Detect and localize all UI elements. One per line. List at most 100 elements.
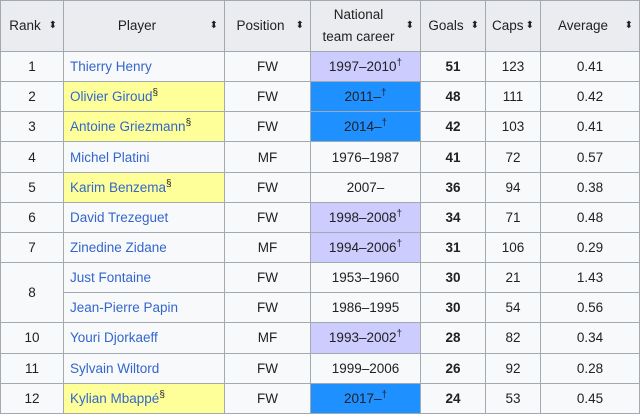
header-label: Position xyxy=(236,18,285,33)
sort-icon[interactable]: ⬍ xyxy=(525,20,534,31)
caps-cell: 106 xyxy=(485,231,541,264)
career-cell: 2014–† xyxy=(310,111,421,143)
player-link[interactable]: Thierry Henry xyxy=(70,59,152,75)
caps-cell: 54 xyxy=(485,292,541,324)
player-link[interactable]: Karim Benzema xyxy=(70,179,167,195)
player-cell: Antoine Griezmann§ xyxy=(63,111,225,143)
player-cell: Zinedine Zidane xyxy=(63,231,225,264)
player-link[interactable]: Kylian Mbappé xyxy=(70,390,160,406)
player-link[interactable]: Olivier Giroud xyxy=(70,89,153,105)
caps-cell: 92 xyxy=(485,352,541,384)
rank-cell: 3 xyxy=(0,111,64,143)
table-row: 3 Antoine Griezmann§ FW 2014–† 42 103 0.41 xyxy=(0,111,640,143)
career-years: 1997–2010 xyxy=(328,59,397,75)
caps-cell: 123 xyxy=(485,50,541,83)
career-years: 1993–2002 xyxy=(328,330,397,346)
table-row: 10 Youri Djorkaeff MF 1993–2002† 28 82 0.34 xyxy=(0,322,640,354)
dagger-mark: † xyxy=(396,208,403,220)
caps-cell: 53 xyxy=(485,382,541,414)
header-label: Goals xyxy=(428,18,464,33)
sort-icon[interactable]: ⬍ xyxy=(624,20,633,31)
career-cell: 1993–2002† xyxy=(310,322,421,354)
average-cell: 0.28 xyxy=(540,352,640,384)
rank-cell: 12 xyxy=(0,382,64,414)
player-cell: Kylian Mbappé§ xyxy=(63,382,225,414)
header-player[interactable]: Player ⬍ xyxy=(63,0,225,52)
rank-cell: 10 xyxy=(0,322,64,354)
sort-icon[interactable]: ⬍ xyxy=(209,20,218,31)
caps-cell: 71 xyxy=(485,201,541,233)
position-cell: FW xyxy=(224,201,311,233)
header-caps[interactable]: Caps ⬍ xyxy=(485,0,541,52)
table-row: 11 Sylvain Wiltord FW 1999–2006 26 92 0.28 xyxy=(0,352,640,384)
caps-cell: 72 xyxy=(485,141,541,173)
table-row: 7 Zinedine Zidane MF 1994–2006† 31 106 0.29 xyxy=(0,231,640,264)
career-cell: 1986–1995 xyxy=(310,292,421,324)
goals-cell: 41 xyxy=(420,141,486,173)
header-career[interactable]: National team career ⬍ xyxy=(310,0,421,52)
position-cell: FW xyxy=(224,81,311,113)
header-goals[interactable]: Goals ⬍ xyxy=(420,0,486,52)
career-years: 1999–2006 xyxy=(331,360,400,376)
career-years: 1986–1995 xyxy=(331,300,400,316)
header-position[interactable]: Position ⬍ xyxy=(224,0,311,52)
dagger-mark: † xyxy=(381,117,388,129)
player-cell: Sylvain Wiltord xyxy=(63,352,225,384)
goals-cell: 48 xyxy=(420,81,486,113)
caps-cell: 94 xyxy=(485,171,541,203)
rank-cell: 5 xyxy=(0,171,64,203)
goals-cell: 30 xyxy=(420,262,486,294)
goals-cell: 30 xyxy=(420,292,486,324)
table-row: 12 Kylian Mbappé§ FW 2017–† 24 53 0.45 xyxy=(0,382,640,414)
player-link[interactable]: David Trezeguet xyxy=(70,209,169,225)
header-average[interactable]: Average ⬍ xyxy=(540,0,640,52)
career-years: 2007– xyxy=(346,179,385,195)
rank-cell: 11 xyxy=(0,352,64,384)
header-label: Caps xyxy=(492,18,524,33)
header-rank[interactable]: Rank ⬍ xyxy=(0,0,64,52)
average-cell: 0.34 xyxy=(540,322,640,354)
position-cell: FW xyxy=(224,352,311,384)
active-player-mark: § xyxy=(166,178,172,190)
average-cell: 0.41 xyxy=(540,111,640,143)
sort-icon[interactable]: ⬍ xyxy=(405,20,414,31)
table-row: 1 Thierry Henry FW 1997–2010† 51 123 0.41 xyxy=(0,50,640,83)
position-cell: FW xyxy=(224,50,311,83)
average-cell: 1.43 xyxy=(540,262,640,294)
average-cell: 0.38 xyxy=(540,171,640,203)
player-link[interactable]: Youri Djorkaeff xyxy=(70,330,158,346)
career-cell: 1994–2006† xyxy=(310,231,421,264)
active-player-mark: § xyxy=(152,87,159,99)
table-row: 5 Karim Benzema§ FW 2007– 36 94 0.38 xyxy=(0,171,640,203)
average-cell: 0.29 xyxy=(540,231,640,264)
player-link[interactable]: Antoine Griezmann xyxy=(70,119,186,135)
dagger-mark: † xyxy=(380,87,387,99)
sort-icon[interactable]: ⬍ xyxy=(48,20,57,31)
goals-cell: 34 xyxy=(420,201,486,233)
position-cell: FW xyxy=(224,292,311,324)
position-cell: MF xyxy=(224,231,311,264)
career-years: 2014– xyxy=(343,119,382,135)
average-cell: 0.57 xyxy=(540,141,640,173)
player-cell: Olivier Giroud§ xyxy=(63,81,225,113)
career-cell: 1999–2006 xyxy=(310,352,421,384)
player-link[interactable]: Michel Platini xyxy=(70,149,150,165)
career-cell: 2007– xyxy=(310,171,421,203)
dagger-mark: † xyxy=(396,57,403,69)
header-label: Player xyxy=(117,18,157,33)
career-cell: 1998–2008† xyxy=(310,201,421,233)
sort-icon[interactable]: ⬍ xyxy=(470,20,479,31)
dagger-mark: † xyxy=(396,238,403,250)
sort-icon[interactable]: ⬍ xyxy=(295,20,304,31)
player-link[interactable]: Zinedine Zidane xyxy=(70,240,167,256)
active-player-mark: § xyxy=(159,389,165,401)
player-link[interactable]: Just Fontaine xyxy=(70,270,152,286)
caps-cell: 103 xyxy=(485,111,541,143)
goals-cell: 42 xyxy=(420,111,486,143)
player-link[interactable]: Sylvain Wiltord xyxy=(70,360,160,376)
goals-cell: 51 xyxy=(420,50,486,83)
player-link[interactable]: Jean-Pierre Papin xyxy=(70,300,179,316)
header-label: National team career xyxy=(322,7,395,44)
dagger-mark: † xyxy=(396,328,403,340)
